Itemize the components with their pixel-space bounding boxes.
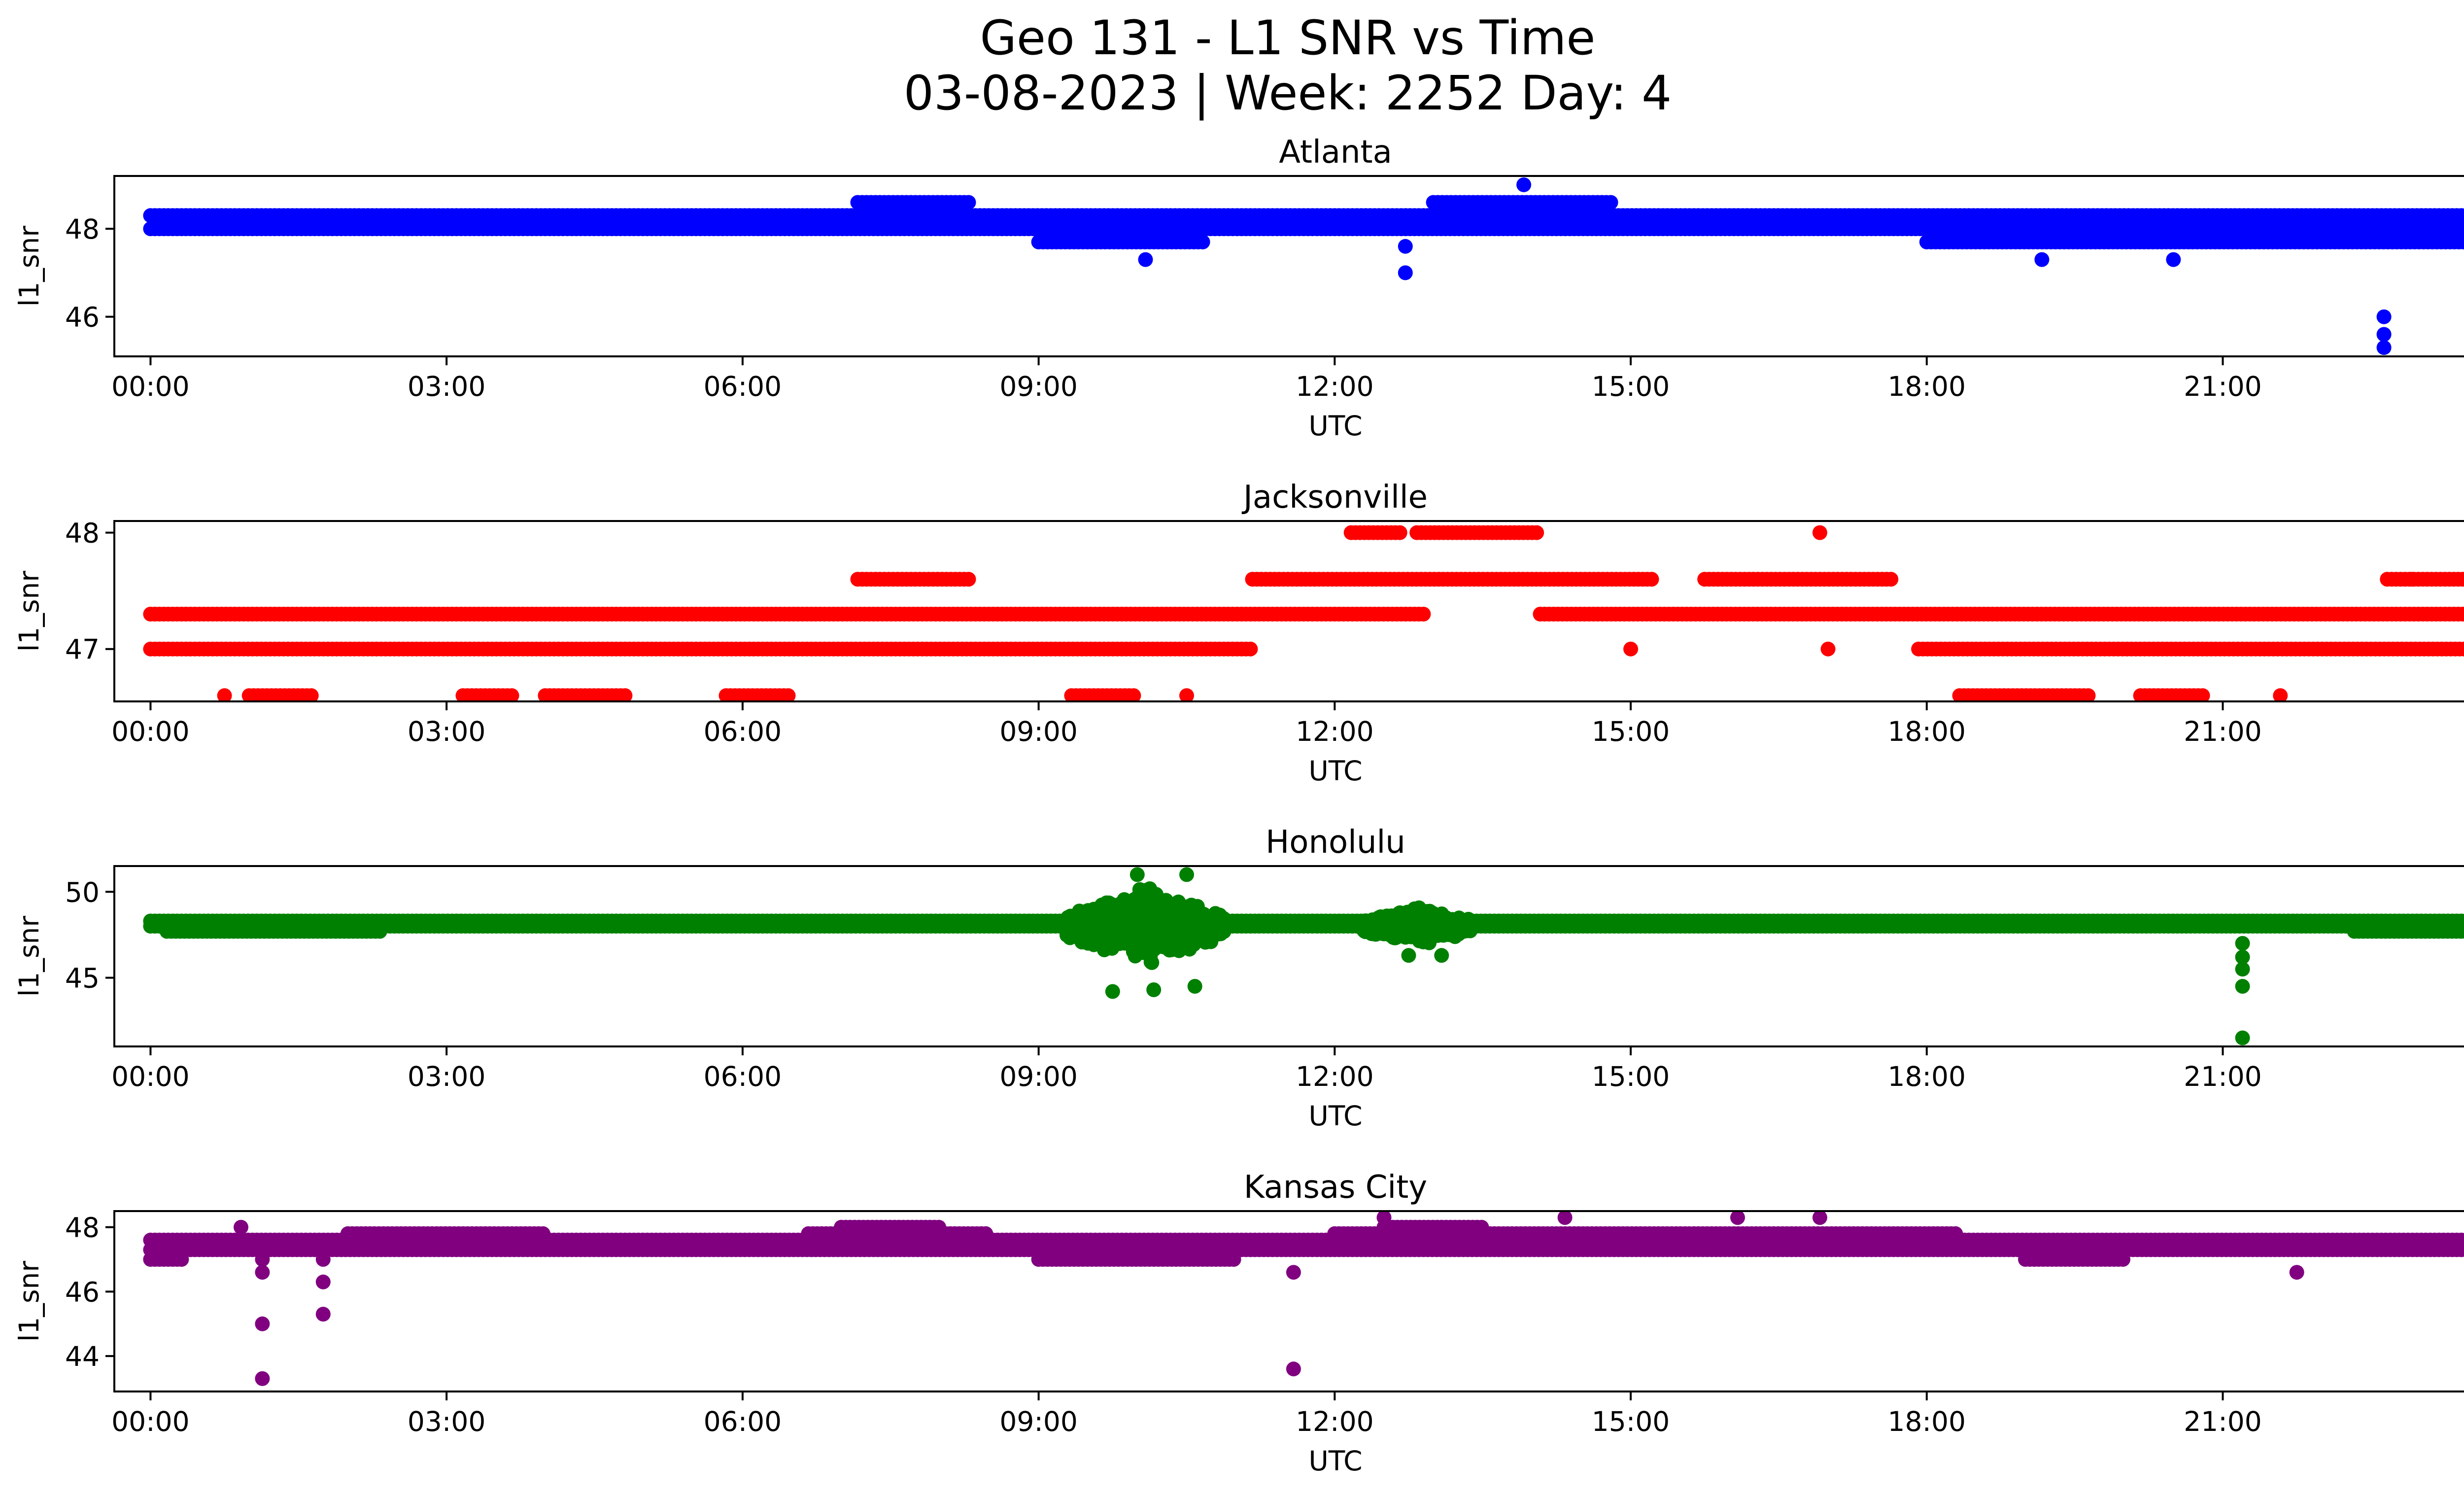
x-axis-label: UTC	[1308, 410, 1362, 442]
x-tick-label: 06:00	[704, 716, 782, 747]
data-point	[304, 688, 319, 701]
data-point	[2460, 236, 2464, 248]
data-point	[1198, 917, 1214, 932]
x-tick-label: 18:00	[1888, 716, 1966, 747]
data-point	[372, 924, 387, 939]
subplot-jacksonville: 00:00 03:00 06:00 09:00 12:00 15:00 18:00 21:00…	[13, 479, 2464, 787]
data-point	[1119, 894, 1134, 909]
subplot-title: Atlanta	[1279, 134, 1392, 171]
x-tick-label: 21:00	[2184, 716, 2262, 747]
data-point	[2462, 926, 2464, 937]
data-point	[1529, 525, 1544, 540]
x-tick-label: 06:00	[704, 371, 782, 402]
data-point	[781, 688, 796, 701]
data-point	[1109, 910, 1124, 926]
outlier-point	[217, 688, 232, 701]
data-point	[1603, 195, 1618, 210]
data-point	[1122, 917, 1137, 933]
x-tick-label: 00:00	[111, 716, 190, 747]
subplot-honolulu: 00:00 03:00 06:00 09:00 12:00 15:00 18:00 21:00…	[13, 824, 2464, 1132]
outlier-point	[1398, 265, 1413, 280]
outlier-point	[2404, 572, 2420, 587]
y-tick-label: 46	[65, 302, 100, 333]
data-point	[1883, 572, 1899, 587]
outlier-point	[2273, 688, 2288, 701]
data-point	[2458, 221, 2464, 236]
data-point	[1094, 898, 1109, 912]
data-point	[1129, 933, 1145, 948]
outlier-point	[2034, 252, 2050, 267]
series-points	[143, 525, 2464, 701]
data-point	[2458, 924, 2464, 939]
data-point	[1187, 912, 1202, 927]
outlier-point	[2166, 252, 2181, 267]
data-point	[961, 572, 976, 587]
series-points	[143, 867, 2464, 1045]
outlier-point	[1812, 525, 1827, 540]
y-axis-label: l1_snr	[13, 226, 45, 307]
outlier-point	[1138, 252, 1153, 267]
data-point	[1169, 914, 1184, 930]
data-point	[1189, 927, 1204, 942]
outlier-point	[2376, 327, 2392, 342]
outlier-point	[1398, 239, 1413, 254]
axes-frame	[113, 175, 2464, 357]
y-tick-label: 47	[65, 634, 100, 665]
outlier-point	[1516, 177, 1532, 192]
data-point	[1070, 911, 1085, 927]
subplot-atlanta: 00:00 03:00 06:00 09:00 12:00 15:00 18:00 21:00…	[13, 134, 2464, 442]
data-point	[1416, 606, 1431, 622]
figure-title-line1: Geo 131 - L1 SNR vs Time	[980, 10, 1596, 66]
data-point	[2195, 688, 2210, 701]
outlier-point	[1820, 641, 1836, 657]
data-point	[1644, 572, 1659, 587]
y-axis-label: l1_snr	[13, 571, 45, 652]
data-point	[2460, 572, 2464, 586]
data-point	[1141, 932, 1157, 947]
data-point	[1392, 525, 1407, 540]
x-tick-label: 09:00	[999, 716, 1078, 747]
x-tick-label: 03:00	[408, 716, 486, 747]
data-point	[1195, 234, 1210, 249]
subplot-title: Jacksonville	[1241, 479, 1428, 516]
x-tick-label: 12:00	[1296, 371, 1374, 402]
data-point	[2463, 211, 2464, 220]
x-tick-label: 15:00	[1592, 716, 1670, 747]
data-point	[1243, 641, 1258, 657]
data-point	[1157, 908, 1172, 923]
data-point	[2460, 607, 2464, 621]
data-point	[2081, 688, 2096, 701]
outlier-point	[1623, 641, 1639, 657]
data-point	[1216, 924, 1232, 939]
data-point	[1091, 927, 1106, 942]
x-tick-label: 18:00	[1888, 371, 1966, 402]
x-tick-label: 03:00	[408, 371, 486, 402]
x-axis-label: UTC	[1308, 755, 1362, 787]
data-point	[617, 688, 633, 701]
figure-title-line2: 03-08-2023 | Week: 2252 Day: 4	[904, 66, 1672, 121]
data-point	[961, 195, 976, 210]
data-point	[2461, 643, 2464, 655]
data-point	[1142, 881, 1158, 896]
outlier-point	[2376, 309, 2392, 324]
y-tick-label: 48	[65, 213, 100, 245]
data-point	[1126, 688, 1141, 701]
x-tick-label: 00:00	[111, 371, 190, 402]
data-point	[2458, 208, 2464, 223]
series-points	[143, 177, 2464, 355]
data-point	[2463, 224, 2464, 233]
x-tick-label: 09:00	[999, 371, 1078, 402]
x-tick-label: 12:00	[1296, 716, 1374, 747]
outlier-point	[2376, 340, 2392, 355]
x-tick-label: 21:00	[2184, 371, 2262, 402]
y-tick-label: 48	[65, 518, 100, 549]
data-point	[1109, 927, 1125, 942]
outlier-point	[1179, 688, 1194, 701]
data-point	[504, 688, 519, 701]
data-point	[1097, 912, 1112, 928]
x-tick-label: 15:00	[1592, 371, 1670, 402]
